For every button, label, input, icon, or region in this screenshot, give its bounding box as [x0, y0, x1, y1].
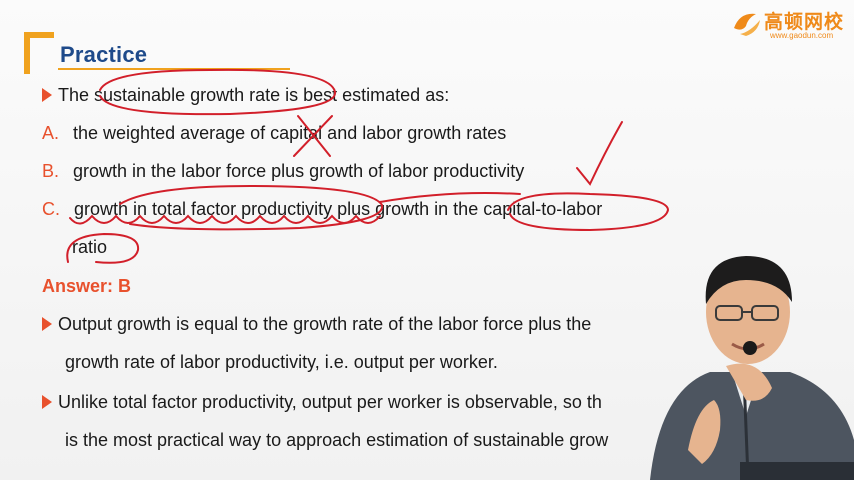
option-a-row: A. the weighted average of capital and la…: [42, 122, 506, 144]
option-c-continuation: ratio: [72, 237, 108, 257]
bullet-arrow-icon: [42, 317, 52, 331]
option-a-letter: A.: [42, 123, 60, 143]
logo-name: 高顿网校: [764, 11, 845, 33]
logo-url: www.gaodun.com: [770, 31, 834, 40]
page-title: Practice: [60, 42, 148, 67]
option-b-text: growth in the labor force plus growth of…: [73, 161, 525, 181]
option-b-letter: B.: [42, 161, 60, 181]
explanation-point-1-line-1: Output growth is equal to the growth rat…: [58, 314, 592, 334]
corner-bracket-decoration: [24, 32, 54, 74]
question-stem-row: The sustainable growth rate is best esti…: [42, 84, 449, 106]
answer-label: Answer: B: [42, 276, 132, 296]
explanation-point-2-line-1: Unlike total factor productivity, output…: [58, 392, 602, 412]
explanation-point-1: Output growth is equal to the growth rat…: [42, 313, 591, 335]
bullet-arrow-icon: [42, 395, 52, 409]
brand-logo: 高顿网校 www.gaodun.com: [730, 4, 846, 44]
logo-icon: [734, 13, 760, 36]
option-b-row: B. growth in the labor force plus growth …: [42, 160, 524, 182]
option-c-row: C. growth in total factor productivity pl…: [42, 198, 602, 220]
explanation-point-1-line-2: growth rate of labor productivity, i.e. …: [65, 352, 498, 372]
explanation-point-2: Unlike total factor productivity, output…: [42, 391, 602, 413]
option-c-letter: C.: [42, 199, 60, 219]
option-c-text: growth in total factor productivity plus…: [74, 199, 603, 219]
bullet-arrow-icon: [42, 88, 52, 102]
title-underline: [58, 68, 290, 70]
ink-check-option-b: [576, 121, 623, 186]
option-a-text: the weighted average of capital and labo…: [73, 123, 507, 143]
explanation-point-2-line-2: is the most practical way to approach es…: [65, 430, 609, 450]
presenter-image: [650, 256, 854, 480]
question-stem: The sustainable growth rate is best esti…: [58, 85, 450, 105]
